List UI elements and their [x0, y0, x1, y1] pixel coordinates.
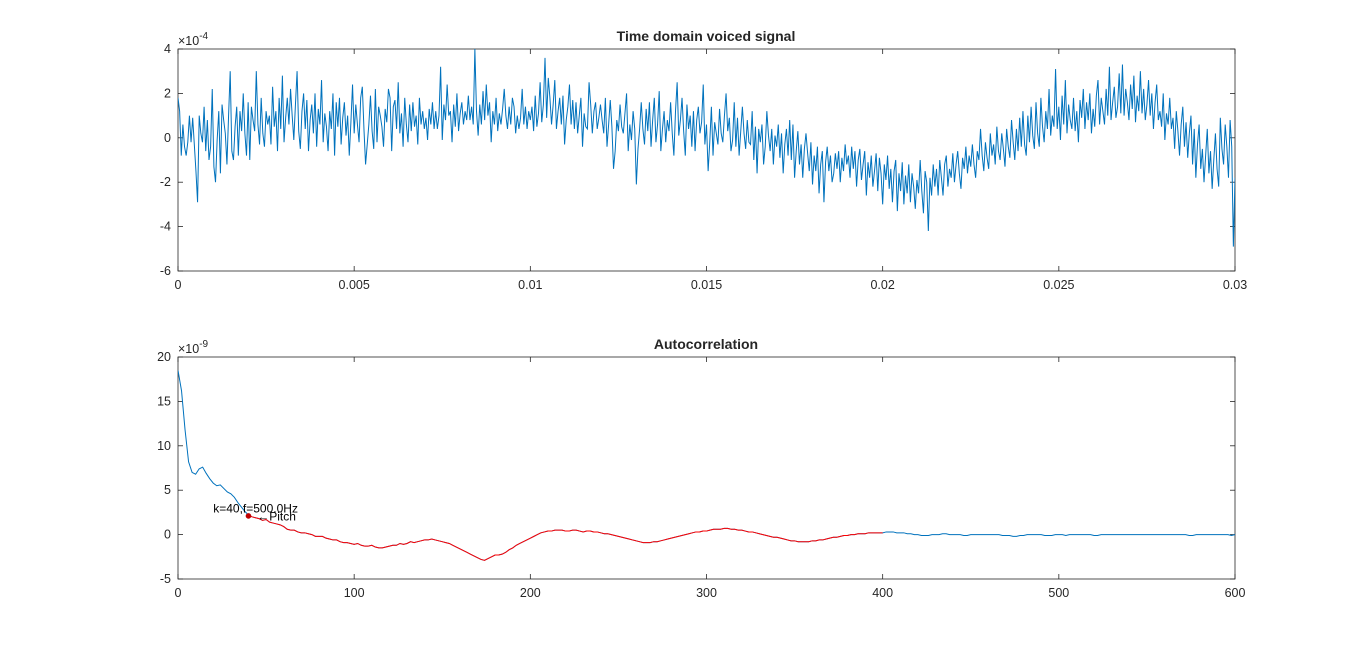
x-tick-label: 0.02 — [870, 278, 894, 292]
y-tick-label: 0 — [164, 528, 171, 542]
pitch-annotation: k=40,f=500.0Hz — [213, 502, 298, 516]
y-tick-label: 5 — [164, 483, 171, 497]
x-tick-label: 0 — [175, 278, 182, 292]
x-tick-label: 600 — [1225, 586, 1246, 600]
chart-title: Time domain voiced signal — [617, 28, 796, 44]
x-tick-label: 0.025 — [1043, 278, 1074, 292]
pitch-annotation: ←Pitch — [257, 510, 296, 524]
y-tick-label: 0 — [164, 131, 171, 145]
y-tick-label: 2 — [164, 86, 171, 100]
time-domain-plot-area: 0 0.005 0.01 0.015 0.02 0.025 0.03 -6 -4 -2 0 2 4 — [160, 42, 1247, 292]
x-tick-label: 400 — [872, 586, 893, 600]
time-domain-axes: Time domain voiced signal ×10-4 0 0.005 0.… — [160, 28, 1247, 292]
y-tick-label: -2 — [160, 175, 171, 189]
autocorrelation-plot-area: 0 100 200 300 400 500 600 -5 0 5 10 15 20 k=40,f=500.… — [157, 350, 1246, 600]
x-tick-label: 0.03 — [1223, 278, 1247, 292]
y-tick-label: 20 — [157, 350, 171, 364]
x-tick-label: 0.015 — [691, 278, 722, 292]
x-tick-label: 300 — [696, 586, 717, 600]
y-tick-label: -4 — [160, 220, 171, 234]
y-tick-label: -6 — [160, 264, 171, 278]
signal-series-line — [178, 49, 1235, 247]
y-tick-label: 10 — [157, 439, 171, 453]
x-tick-label: 100 — [344, 586, 365, 600]
x-tick-label: 200 — [520, 586, 541, 600]
x-tick-label: 500 — [1048, 586, 1069, 600]
chart-title: Autocorrelation — [654, 336, 758, 352]
y-tick-label: -5 — [160, 572, 171, 586]
pitch-search-range-line — [248, 514, 883, 561]
pitch-marker — [245, 513, 252, 519]
y-tick-label: 15 — [157, 394, 171, 408]
x-tick-label: 0.005 — [339, 278, 370, 292]
y-tick-label: 4 — [164, 42, 171, 56]
x-tick-label: 0 — [175, 586, 182, 600]
x-tick-label: 0.01 — [518, 278, 542, 292]
autocorrelation-axes: Autocorrelation ×10-9 0 100 200 300 400 500 60… — [157, 336, 1246, 600]
